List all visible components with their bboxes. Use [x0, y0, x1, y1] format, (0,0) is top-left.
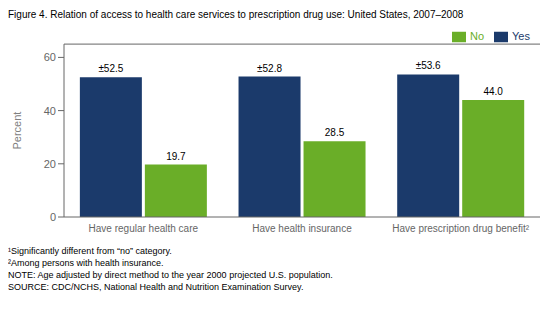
html-text:No: No — [470, 30, 484, 42]
svg-text:44.0: 44.0 — [483, 86, 503, 97]
html-text:¹Significantly different from: ¹Significantly different from “no” categ… — [8, 246, 172, 256]
svg-text:±53.6: ±53.6 — [416, 60, 441, 71]
html-text:Figure 4. Relation of access t: Figure 4. Relation of access to health c… — [8, 9, 464, 20]
svg-text:28.5: 28.5 — [325, 127, 345, 138]
svg-text:19.7: 19.7 — [166, 151, 186, 162]
html-text:SOURCE: CDC/NCHS, National Hea: SOURCE: CDC/NCHS, National Health and Nu… — [8, 282, 304, 292]
html-text:NOTE: Age adjusted by direct m: NOTE: Age adjusted by direct method to t… — [8, 270, 333, 280]
html-text:²Among persons with health ins: ²Among persons with health insurance. — [8, 258, 164, 268]
svg-text:0: 0 — [50, 211, 56, 223]
html-text:Yes: Yes — [512, 30, 530, 42]
svg-text:20: 20 — [44, 158, 56, 170]
svg-text:±52.5: ±52.5 — [98, 63, 123, 74]
svg-text:40: 40 — [44, 105, 56, 117]
svg-text:Have prescription drug benefit: Have prescription drug benefit² — [392, 223, 529, 234]
svg-text:60: 60 — [44, 51, 56, 63]
svg-text:Have health insurance: Have health insurance — [252, 223, 352, 234]
svg-text:Have regular health care: Have regular health care — [89, 223, 199, 234]
svg-text:Percent: Percent — [11, 112, 23, 150]
svg-text:±52.8: ±52.8 — [257, 63, 282, 74]
